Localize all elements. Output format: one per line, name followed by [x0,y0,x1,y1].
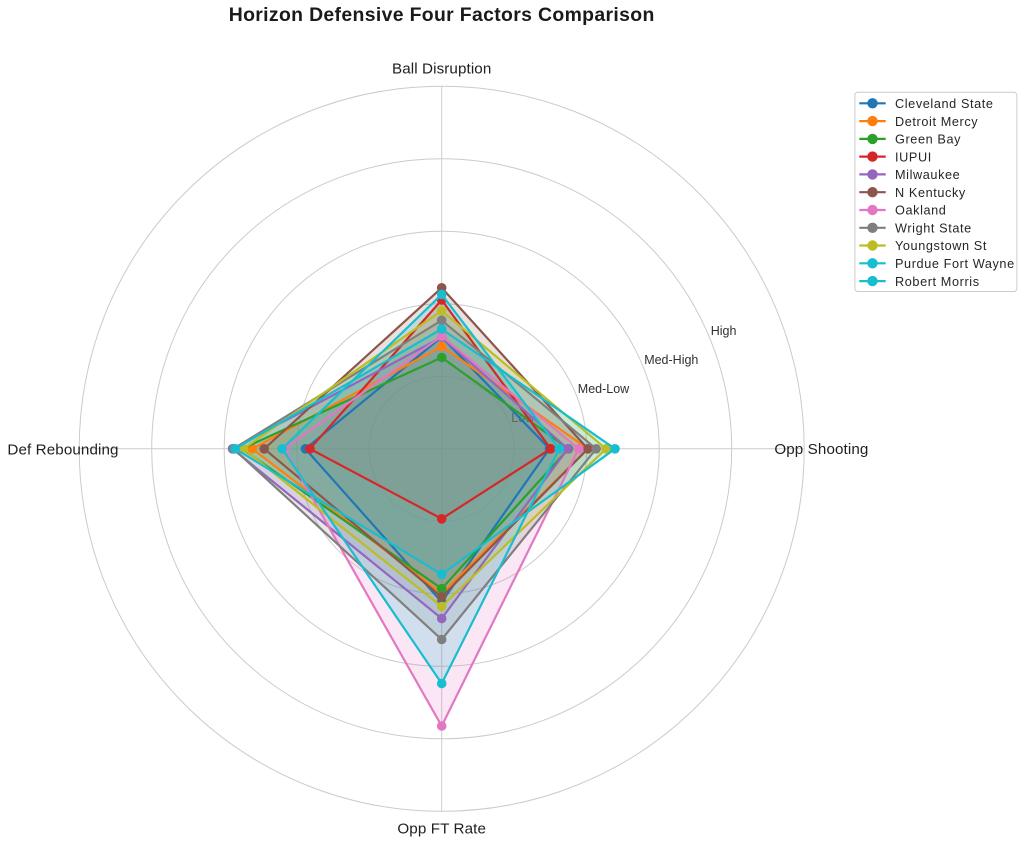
svg-text:IUPUI: IUPUI [895,150,932,164]
svg-text:Med-Low: Med-Low [578,382,630,396]
svg-text:Def Rebounding: Def Rebounding [7,441,118,458]
svg-text:Purdue Fort Wayne: Purdue Fort Wayne [895,257,1015,271]
svg-text:Horizon Defensive Four Factors: Horizon Defensive Four Factors Compariso… [229,4,655,26]
svg-text:Ball Disruption: Ball Disruption [392,60,491,77]
svg-text:Milwaukee: Milwaukee [895,168,960,182]
svg-text:Wright State: Wright State [895,222,972,236]
svg-text:Robert Morris: Robert Morris [895,275,980,289]
svg-text:Cleveland State: Cleveland State [895,97,994,111]
svg-text:Med-High: Med-High [644,353,698,367]
svg-text:High: High [711,324,737,338]
svg-text:Oakland: Oakland [895,204,946,218]
svg-text:Opp Shooting: Opp Shooting [774,441,868,458]
svg-text:Youngstown St: Youngstown St [895,239,987,253]
svg-text:Detroit Mercy: Detroit Mercy [895,115,978,129]
svg-text:Green Bay: Green Bay [895,133,961,147]
svg-text:N Kentucky: N Kentucky [895,186,966,200]
svg-text:Opp FT Rate: Opp FT Rate [397,820,486,837]
